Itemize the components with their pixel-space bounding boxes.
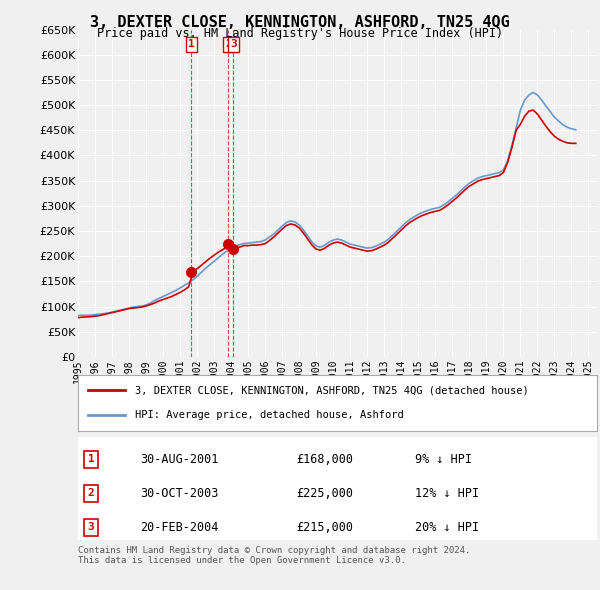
- Text: £225,000: £225,000: [296, 487, 353, 500]
- Text: £168,000: £168,000: [296, 453, 353, 466]
- Text: Price paid vs. HM Land Registry's House Price Index (HPI): Price paid vs. HM Land Registry's House …: [97, 27, 503, 40]
- Text: 2: 2: [88, 489, 94, 499]
- Text: 12% ↓ HPI: 12% ↓ HPI: [415, 487, 479, 500]
- Text: 3, DEXTER CLOSE, KENNINGTON, ASHFORD, TN25 4QG (detached house): 3, DEXTER CLOSE, KENNINGTON, ASHFORD, TN…: [135, 385, 529, 395]
- Text: Contains HM Land Registry data © Crown copyright and database right 2024.
This d: Contains HM Land Registry data © Crown c…: [78, 546, 470, 565]
- Text: 3: 3: [88, 523, 94, 532]
- Text: 1: 1: [88, 454, 94, 464]
- Text: HPI: Average price, detached house, Ashford: HPI: Average price, detached house, Ashf…: [135, 410, 404, 420]
- Text: 30-OCT-2003: 30-OCT-2003: [140, 487, 218, 500]
- Text: 3: 3: [230, 40, 237, 50]
- Text: 3, DEXTER CLOSE, KENNINGTON, ASHFORD, TN25 4QG: 3, DEXTER CLOSE, KENNINGTON, ASHFORD, TN…: [90, 15, 510, 30]
- Text: £215,000: £215,000: [296, 521, 353, 534]
- Text: 1: 1: [188, 40, 195, 50]
- Text: 30-AUG-2001: 30-AUG-2001: [140, 453, 218, 466]
- Text: 20-FEB-2004: 20-FEB-2004: [140, 521, 218, 534]
- Text: 20% ↓ HPI: 20% ↓ HPI: [415, 521, 479, 534]
- Text: 9% ↓ HPI: 9% ↓ HPI: [415, 453, 472, 466]
- Text: 2: 2: [225, 40, 232, 50]
